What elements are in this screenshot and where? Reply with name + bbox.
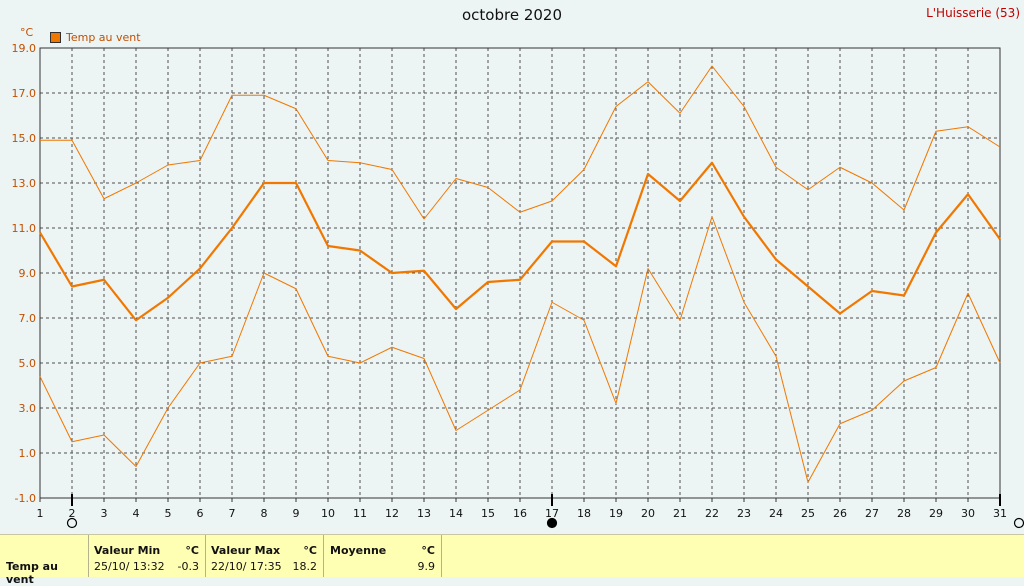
- x-tick-label: 27: [865, 507, 879, 520]
- summary-avg-cell: Moyenne °C 9.9: [324, 535, 442, 577]
- x-tick-label: 16: [513, 507, 527, 520]
- x-tick-label: 15: [481, 507, 495, 520]
- x-tick-label: 19: [609, 507, 623, 520]
- x-tick-label: 9: [293, 507, 300, 520]
- summary-max-cell: Valeur Max °C 22/10/ 17:35 18.2: [206, 535, 324, 577]
- series-line-mean: [39, 161, 1001, 322]
- min-date: 25/10/ 13:32: [94, 560, 165, 573]
- new-moon-icon: [66, 517, 78, 529]
- y-tick-label: 15.0: [12, 132, 37, 145]
- x-tick-label: 22: [705, 507, 719, 520]
- summary-label-cell: Temp au vent: [0, 535, 89, 586]
- x-tick-label: 14: [449, 507, 463, 520]
- avg-header: Moyenne: [330, 544, 387, 557]
- legend: Temp au vent: [50, 31, 141, 44]
- summary-row-label: Temp au vent: [6, 560, 58, 586]
- min-header: Valeur Min: [94, 544, 161, 557]
- max-unit: °C: [303, 544, 317, 557]
- x-tick-label: 24: [769, 507, 783, 520]
- avg-unit: °C: [421, 544, 435, 557]
- x-tick-label: 23: [737, 507, 751, 520]
- x-tick-label: 11: [353, 507, 367, 520]
- y-tick-label: 11.0: [12, 222, 37, 235]
- x-tick-label: 18: [577, 507, 591, 520]
- x-tick-label: 25: [801, 507, 815, 520]
- legend-label: Temp au vent: [66, 31, 141, 44]
- x-tick-label: 3: [101, 507, 108, 520]
- legend-swatch: [50, 32, 61, 43]
- y-tick-label: 5.0: [19, 357, 37, 370]
- series-line-max: [40, 65, 1001, 220]
- temperature-chart: -1.0 1.0 3.0 5.0 7.0 9.0 11.0 13.0 15.0 17.0 19.0 1…: [12, 42, 1024, 529]
- series-line-min: [39, 216, 1001, 483]
- y-tick-label: 1.0: [19, 447, 37, 460]
- x-tick-label: 20: [641, 507, 655, 520]
- y-tick-label: 9.0: [19, 267, 37, 280]
- y-tick-label: 3.0: [19, 402, 37, 415]
- min-unit: °C: [185, 544, 199, 557]
- max-value: 18.2: [292, 560, 318, 573]
- x-tick-label: 8: [261, 507, 268, 520]
- x-tick-label: 31: [993, 507, 1007, 520]
- x-tick-label: 28: [897, 507, 911, 520]
- new-moon-icon: [1013, 517, 1024, 529]
- y-tick-label: 19.0: [12, 42, 37, 55]
- summary-panel: Temp au vent Valeur Min °C 25/10/ 13:32 …: [0, 534, 1024, 586]
- x-tick-label: 10: [321, 507, 335, 520]
- x-tick-label: 5: [165, 507, 172, 520]
- x-tick-label: 1: [37, 507, 44, 520]
- x-tick-label: 29: [929, 507, 943, 520]
- x-tick-label: 21: [673, 507, 687, 520]
- full-moon-icon: [546, 517, 558, 529]
- min-value: -0.3: [177, 560, 199, 573]
- x-tick-label: 12: [385, 507, 399, 520]
- x-tick-label: 30: [961, 507, 975, 520]
- x-tick-label: 2: [69, 507, 76, 520]
- station-name: L'Huisserie (53): [926, 6, 1020, 20]
- x-tick-label: 13: [417, 507, 431, 520]
- plot-frame: [39, 47, 1001, 499]
- x-tick-label: 17: [545, 507, 559, 520]
- y-tick-label: 13.0: [12, 177, 37, 190]
- y-axis-unit: °C: [20, 26, 34, 39]
- chart-title: octobre 2020: [461, 6, 562, 24]
- summary-min-cell: Valeur Min °C 25/10/ 13:32 -0.3: [89, 535, 206, 577]
- y-tick-label: 7.0: [19, 312, 37, 325]
- x-tick-label: 26: [833, 507, 847, 520]
- x-tick-label: 7: [229, 507, 236, 520]
- avg-value: 9.9: [417, 560, 436, 573]
- max-date: 22/10/ 17:35: [211, 560, 282, 573]
- y-tick-label: -1.0: [15, 492, 36, 505]
- max-header: Valeur Max: [211, 544, 281, 557]
- y-tick-label: 17.0: [12, 87, 37, 100]
- x-tick-label: 4: [133, 507, 140, 520]
- x-tick-label: 6: [197, 507, 204, 520]
